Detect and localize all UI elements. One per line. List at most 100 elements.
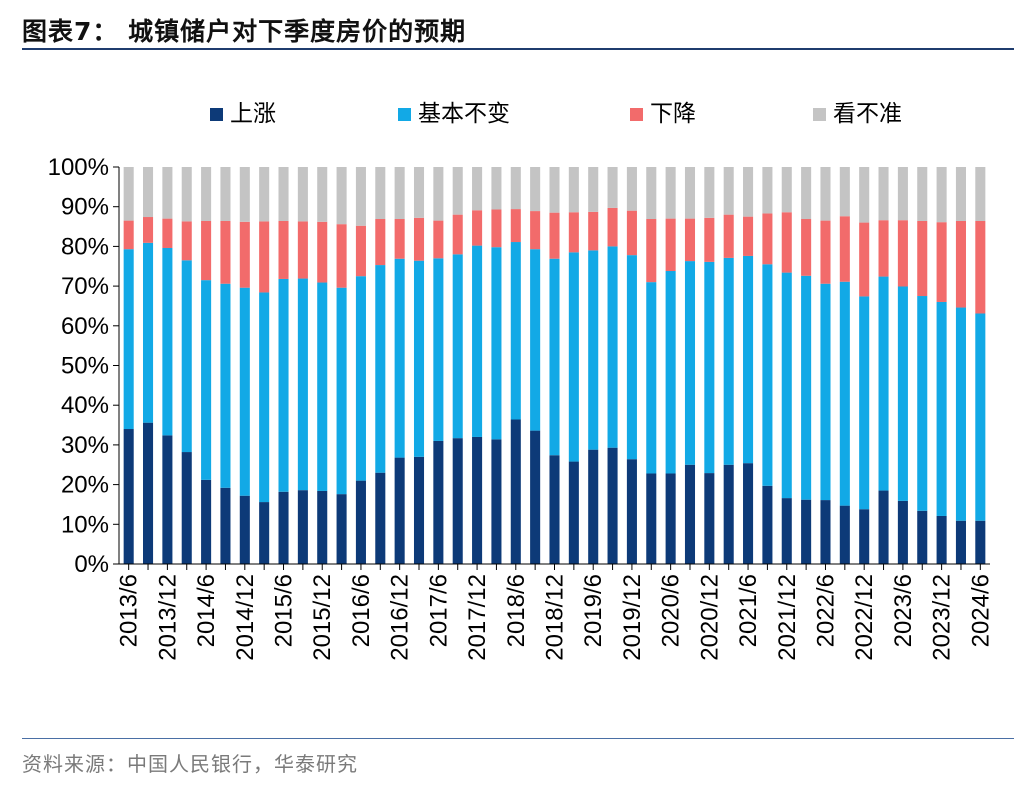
bar-segment-4: [201, 167, 212, 221]
bar-segment-2: [491, 247, 502, 440]
legend-label: 看不准: [833, 101, 902, 127]
bar-segment-2: [839, 281, 850, 506]
bar-segment-2: [646, 282, 657, 474]
bar-segment-2: [530, 249, 541, 431]
bar-segment-2: [123, 249, 134, 430]
bar-segment-4: [162, 167, 173, 219]
y-tick-label: 70%: [61, 273, 109, 300]
bar-segment-3: [355, 225, 366, 277]
bar-segment-4: [239, 167, 250, 222]
bar-segment-2: [801, 275, 812, 500]
bar-segment-1: [704, 473, 715, 564]
x-tick-label: 2023/12: [929, 574, 956, 661]
y-tick-label: 100%: [48, 154, 109, 181]
bar-segment-3: [820, 220, 831, 284]
bar-segment-1: [762, 485, 773, 564]
bar-segment-1: [297, 490, 308, 564]
y-tick-label: 50%: [61, 353, 109, 380]
bar-segment-1: [684, 464, 696, 564]
bar-segment-3: [588, 211, 599, 251]
bar-segment-1: [181, 452, 192, 564]
bar-segment-3: [143, 217, 154, 243]
bar-segment-4: [936, 167, 947, 223]
x-tick-label: 2020/6: [658, 574, 685, 647]
bar-segment-1: [936, 515, 947, 564]
bar-segment-2: [433, 258, 444, 441]
bar-segment-3: [878, 220, 889, 277]
legend-swatch: [210, 108, 223, 121]
x-tick-label: 2021/6: [735, 574, 762, 647]
bar-segment-2: [936, 301, 947, 516]
y-tick-label: 60%: [61, 313, 109, 340]
bar-segment-2: [859, 296, 870, 510]
bar-segment-4: [413, 167, 425, 218]
bar-segment-2: [820, 283, 831, 501]
bar-segment-4: [123, 167, 134, 221]
bar-segment-4: [491, 167, 502, 210]
x-tick-label: 2024/6: [967, 574, 994, 647]
bar-segment-3: [704, 217, 715, 262]
bar-segment-1: [588, 449, 599, 564]
bar-segment-3: [278, 220, 289, 279]
bar-segment-4: [472, 167, 483, 211]
bar-segment-4: [143, 167, 154, 218]
x-tick-label: 2014/6: [193, 574, 220, 647]
bar-segment-3: [723, 214, 734, 258]
bar-segment-2: [336, 287, 347, 495]
bar-segment-1: [278, 491, 289, 564]
bar-segment-1: [839, 505, 850, 564]
bar-segment-3: [568, 212, 579, 253]
x-tick-label: 2021/12: [774, 574, 801, 661]
bar-segment-4: [317, 167, 328, 222]
bar-segment-2: [568, 252, 579, 462]
bar-segment-1: [801, 499, 812, 564]
bar-segment-2: [220, 283, 231, 488]
legend-label: 基本不变: [418, 101, 510, 127]
bar-segment-2: [317, 282, 328, 491]
bar-segment-3: [220, 220, 231, 284]
bar-segment-3: [336, 224, 347, 288]
bar-segment-1: [201, 479, 212, 564]
x-tick-label: 2018/12: [542, 574, 569, 661]
x-tick-label: 2018/6: [503, 574, 530, 647]
bar-segment-2: [413, 260, 425, 457]
bar-segment-3: [955, 220, 966, 308]
bar-segment-4: [762, 167, 773, 214]
x-tick-label: 2015/12: [309, 574, 336, 661]
bar-segment-1: [317, 490, 328, 564]
bar-segment-3: [743, 216, 754, 256]
bar-segment-2: [452, 254, 463, 439]
bar-segment-1: [530, 430, 541, 564]
bar-segment-4: [375, 167, 386, 220]
bar-segment-1: [975, 520, 986, 564]
x-tick-label: 2015/6: [271, 574, 298, 647]
bar-segment-1: [239, 495, 250, 564]
bar-segment-4: [801, 167, 812, 220]
bar-segment-4: [549, 167, 560, 213]
bar-segment-2: [665, 271, 676, 474]
legend-swatch: [630, 108, 643, 121]
bar-segment-3: [762, 213, 773, 265]
y-tick-label: 90%: [61, 194, 109, 221]
bar-segment-1: [955, 520, 966, 564]
bar-segment-1: [355, 480, 366, 564]
bar-segment-1: [723, 464, 734, 564]
x-tick-label: 2023/6: [890, 574, 917, 647]
bar-segment-3: [181, 221, 192, 261]
bar-segment-4: [646, 167, 657, 220]
bar-segment-2: [394, 258, 405, 458]
bar-segment-1: [626, 459, 637, 564]
bar-segment-1: [607, 447, 618, 564]
bar-segment-3: [530, 211, 541, 250]
bar-segment-3: [801, 219, 812, 276]
bar-segment-2: [201, 280, 212, 480]
x-tick-label: 2020/12: [696, 574, 723, 661]
legend-label: 下降: [650, 101, 696, 127]
bar-segment-4: [394, 167, 405, 220]
bar-segment-3: [123, 220, 134, 250]
bar-segment-4: [723, 167, 734, 215]
bar-segment-1: [897, 500, 908, 564]
bar-segment-2: [878, 276, 889, 491]
bar-segment-2: [472, 245, 483, 437]
bar-segment-2: [549, 258, 560, 456]
